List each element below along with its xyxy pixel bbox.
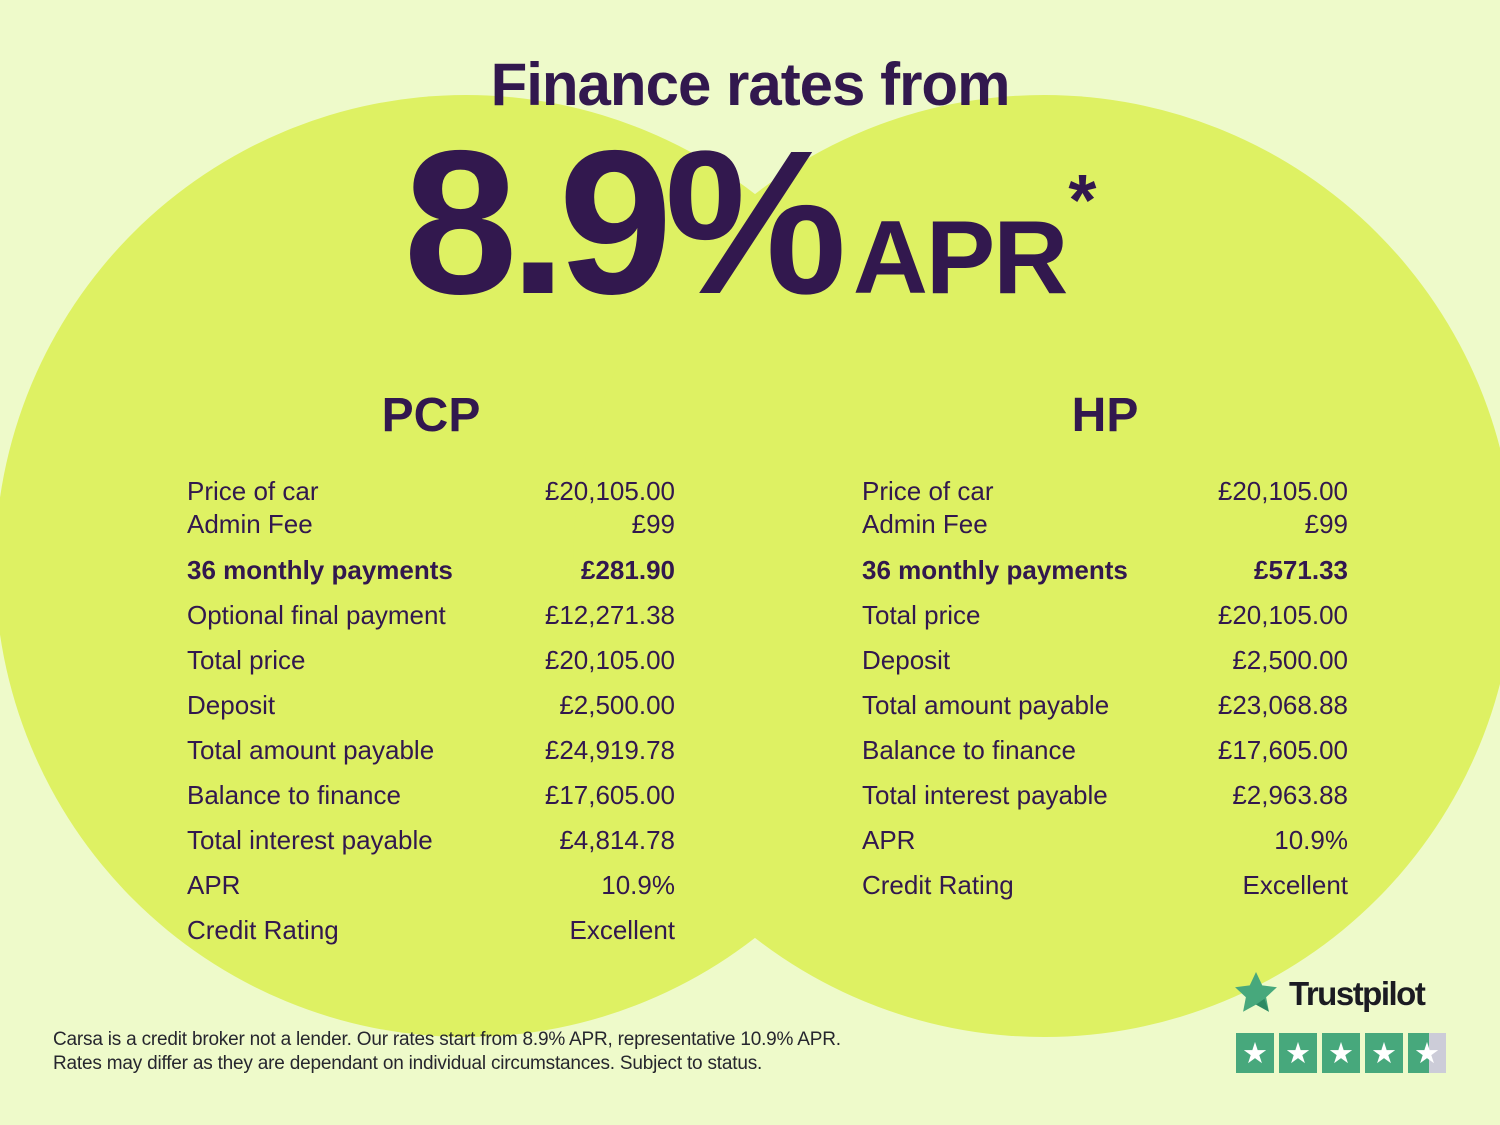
table-row: Credit Rating Excellent	[187, 908, 675, 953]
rating-star-3: ★	[1322, 1033, 1360, 1073]
rating-star-4: ★	[1365, 1033, 1403, 1073]
row-value: £17,605.00	[1217, 735, 1348, 765]
rating-star-2: ★	[1279, 1033, 1317, 1073]
table-row: Total interest payable £2,963.88	[862, 773, 1348, 818]
row-label: Total amount payable	[187, 735, 435, 765]
table-row: Balance to finance £17,605.00	[187, 773, 675, 818]
trustpilot-star-icon	[1235, 972, 1277, 1012]
table-row: APR 10.9%	[862, 818, 1348, 863]
row-value: 10.9%	[1274, 825, 1348, 855]
star-icon: ★	[1414, 1036, 1440, 1070]
table-row: APR 10.9%	[187, 863, 675, 908]
row-value: £4,814.78	[559, 825, 675, 855]
row-label: Credit Rating	[862, 870, 1014, 900]
row-label: Optional final payment	[187, 600, 446, 630]
row-value: £281.90	[581, 555, 675, 585]
row-label: Credit Rating	[187, 915, 339, 945]
row-label: Admin Fee	[187, 509, 313, 539]
table-row: Price of car £20,105.00	[187, 475, 675, 508]
table-row: Optional final payment £12,271.38	[187, 593, 675, 638]
headline-rate: 8.9% APR*	[0, 120, 1500, 325]
rating-star-1: ★	[1236, 1033, 1274, 1073]
trustpilot-wordmark: Trustpilot	[1289, 975, 1426, 1012]
rates-table-pcp: Price of car £20,105.00 Admin Fee £99 36 m…	[187, 475, 675, 953]
star-icon: ★	[1242, 1036, 1268, 1070]
row-value: £571.33	[1254, 555, 1348, 585]
row-value: £2,500.00	[559, 690, 675, 720]
star-icon: ★	[1328, 1036, 1354, 1070]
row-value: £2,500.00	[1232, 645, 1348, 675]
rate-asterisk: *	[1068, 161, 1097, 241]
rate-value: 8.9%	[403, 108, 847, 337]
rating-star-5-half: ★	[1408, 1033, 1446, 1073]
table-row: Balance to finance £17,605.00	[862, 728, 1348, 773]
row-value: Excellent	[569, 915, 676, 945]
table-row: 36 monthly payments £571.33	[862, 548, 1348, 593]
row-value: Excellent	[1242, 870, 1349, 900]
row-label: Balance to finance	[187, 780, 401, 810]
row-value: £99	[1304, 509, 1348, 539]
disclaimer-line-2: Rates may differ as they are dependant o…	[53, 1053, 763, 1074]
table-row: Total price £20,105.00	[187, 638, 675, 683]
row-label: Price of car	[862, 476, 994, 506]
row-label: Admin Fee	[862, 509, 988, 539]
row-value: £2,963.88	[1232, 780, 1348, 810]
row-value: £23,068.88	[1217, 690, 1348, 720]
row-value: £17,605.00	[544, 780, 675, 810]
pcp-column: PCP Price of car £20,105.00 Admin Fee £99 …	[187, 392, 675, 953]
row-label: Balance to finance	[862, 735, 1076, 765]
table-row: Total interest payable £4,814.78	[187, 818, 675, 863]
row-label: Total price	[187, 645, 306, 675]
page-title: Finance rates from	[490, 51, 1011, 118]
table-row: Total price £20,105.00	[862, 593, 1348, 638]
row-label: Deposit	[862, 645, 951, 675]
row-label: Price of car	[187, 476, 319, 506]
table-row: Deposit £2,500.00	[187, 683, 675, 728]
table-row: Credit Rating Excellent	[862, 863, 1348, 908]
disclaimer-line-1: Carsa is a credit broker not a lender. O…	[53, 1029, 841, 1050]
trustpilot-logo: Trustpilot	[1233, 972, 1446, 1016]
table-row: Price of car £20,105.00	[862, 475, 1348, 508]
column-title-hp: HP	[1071, 389, 1139, 442]
star-icon: ★	[1285, 1036, 1311, 1070]
column-title-pcp: PCP	[381, 389, 481, 442]
table-row: Total amount payable £23,068.88	[862, 683, 1348, 728]
row-label: 36 monthly payments	[862, 555, 1128, 585]
table-row: Deposit £2,500.00	[862, 638, 1348, 683]
background-circle-right	[573, 95, 1500, 1037]
row-value: £24,919.78	[544, 735, 675, 765]
row-label: Deposit	[187, 690, 276, 720]
row-label: Total amount payable	[862, 690, 1110, 720]
row-value: £20,105.00	[1217, 476, 1348, 506]
rate-apr-label: APR	[852, 200, 1069, 316]
rates-table-hp: Price of car £20,105.00 Admin Fee £99 36 m…	[862, 475, 1348, 908]
row-label: 36 monthly payments	[187, 555, 453, 585]
table-row: Total amount payable £24,919.78	[187, 728, 675, 773]
row-value: £99	[631, 509, 675, 539]
row-value: £20,105.00	[544, 476, 675, 506]
star-icon: ★	[1371, 1036, 1397, 1070]
trustpilot-rating-stars: ★ ★ ★ ★ ★	[1236, 1033, 1446, 1073]
row-value: £20,105.00	[544, 645, 675, 675]
row-label: APR	[187, 870, 241, 900]
row-label: APR	[862, 825, 916, 855]
row-value: 10.9%	[601, 870, 675, 900]
row-label: Total interest payable	[187, 825, 433, 855]
hp-column: HP Price of car £20,105.00 Admin Fee £99 3…	[862, 392, 1348, 908]
table-row: Admin Fee £99	[862, 508, 1348, 541]
row-label: Total interest payable	[862, 780, 1108, 810]
table-row: Admin Fee £99	[187, 508, 675, 541]
row-label: Total price	[862, 600, 981, 630]
disclaimer: Carsa is a credit broker not a lender. O…	[53, 1028, 841, 1076]
row-value: £20,105.00	[1217, 600, 1348, 630]
row-value: £12,271.38	[544, 600, 675, 630]
trustpilot-widget: Trustpilot ★ ★ ★ ★ ★	[1233, 972, 1446, 1073]
table-row: 36 monthly payments £281.90	[187, 548, 675, 593]
